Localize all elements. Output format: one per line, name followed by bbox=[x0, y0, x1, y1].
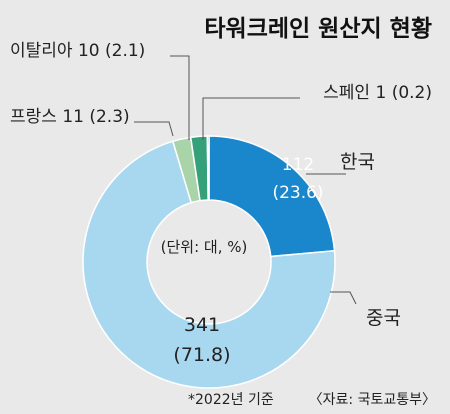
callout-france: 프랑스 11 (2.3) bbox=[10, 107, 130, 127]
slice-spain bbox=[206, 135, 210, 201]
callouts-layer bbox=[134, 55, 357, 305]
labels-layer: 112 (23.6) 한국 341 (71.8) 중국 프랑스 11 (2.3) 이탈리아 1… bbox=[10, 41, 432, 366]
leader-line-france bbox=[134, 121, 174, 137]
footnote: *2022년 기준 bbox=[188, 392, 274, 408]
unit-note: (단위: 대, %) bbox=[161, 238, 248, 256]
slice-value-china: 341 bbox=[184, 314, 220, 336]
slice-china bbox=[82, 140, 336, 389]
slice-percent-china: (71.8) bbox=[173, 344, 230, 366]
slice-percent-korea: (23.6) bbox=[272, 183, 323, 203]
slice-korea bbox=[208, 135, 336, 258]
callout-italy: 이탈리아 10 (2.1) bbox=[10, 41, 145, 61]
slice-name-korea: 한국 bbox=[340, 151, 375, 173]
leader-line-italy bbox=[170, 55, 190, 140]
source-note: 〈자료: 국토교통부〉 bbox=[309, 392, 436, 408]
callout-spain: 스페인 1 (0.2) bbox=[323, 83, 432, 103]
leader-line-china bbox=[330, 291, 357, 305]
chart-title: 타워크레인 원산지 현황 bbox=[204, 16, 432, 42]
slice-value-korea: 112 bbox=[282, 155, 314, 175]
slice-name-china: 중국 bbox=[366, 307, 401, 329]
slices-layer bbox=[82, 135, 336, 389]
leader-line-spain bbox=[202, 97, 300, 140]
